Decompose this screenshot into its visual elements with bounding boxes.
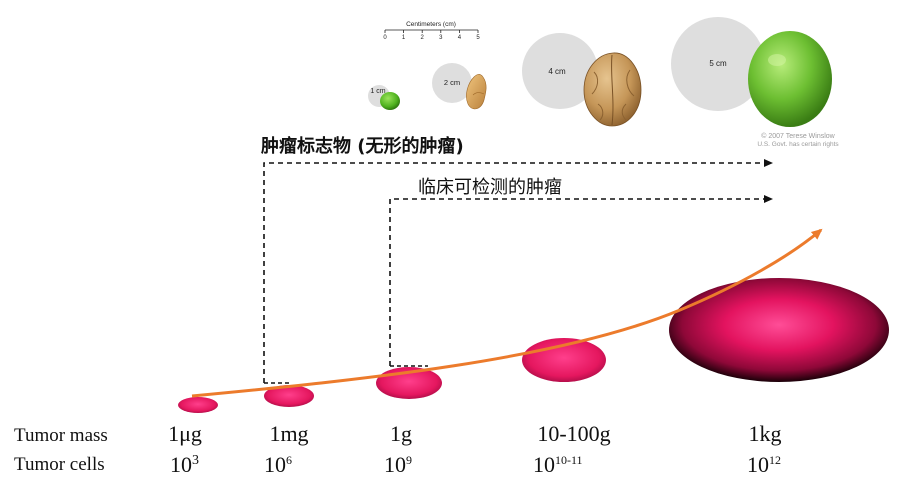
ruler-title: Centimeters (cm)	[406, 21, 456, 28]
size-label-2cm: 2 cm	[444, 78, 460, 87]
biomarker-dashed-arrow	[263, 159, 773, 383]
cells-value: 109	[384, 452, 412, 477]
cells-value: 106	[264, 452, 292, 477]
size-label-4cm: 4 cm	[548, 67, 566, 76]
ruler-ticks: 0 1 2 3 4 5	[383, 30, 480, 41]
clinical-dashed-arrow	[389, 195, 773, 366]
cells-value: 1010-11	[533, 452, 583, 477]
size-label-5cm: 5 cm	[709, 59, 727, 68]
tumor-cells-label: Tumor cells	[14, 454, 105, 475]
walnut-icon	[583, 52, 642, 127]
growth-curve-arrow	[191, 228, 823, 398]
ruler-tick-label: 1	[402, 35, 406, 41]
mass-value: 1mg	[269, 421, 308, 446]
mass-value: 1g	[390, 421, 412, 446]
size-circle-5cm	[671, 17, 765, 111]
centimeter-ruler: Centimeters (cm) 0 1 2 3 4 5	[383, 21, 480, 41]
mass-value: 1μg	[168, 421, 202, 446]
pea-icon	[380, 92, 400, 110]
lime-icon	[748, 31, 832, 127]
ruler-tick-label: 3	[439, 35, 443, 41]
credit-line-1: © 2007 Terese Winslow	[761, 132, 835, 140]
ruler-tick-label: 0	[383, 35, 387, 41]
size-comparison: 1 cm 2 cm 4 cm 5 cm © 2007 Terese Winslo…	[368, 17, 839, 148]
cells-value: 1012	[747, 452, 781, 477]
credit-line-2: U.S. Govt. has certain rights	[757, 141, 839, 148]
ruler-tick-label: 5	[476, 35, 480, 41]
cells-value: 103	[170, 452, 199, 477]
size-circle-2cm	[432, 63, 472, 103]
mass-value: 1kg	[749, 421, 782, 446]
biomarker-label: 肿瘤标志物 (无形的肿瘤)	[261, 135, 464, 157]
tumor-1mg	[264, 385, 314, 407]
tumor-sizes	[178, 278, 889, 413]
size-circle-4cm	[522, 33, 598, 109]
ruler-tick-label: 4	[458, 35, 462, 41]
clinical-detection-label: 临床可检测的肿瘤	[418, 177, 562, 198]
peanut-icon	[466, 74, 487, 110]
stage-values: 1μg 1mg 1g 10-100g 1kg 103 106 109 1010-…	[168, 421, 781, 477]
tumor-1kg	[669, 278, 889, 382]
tumor-1ug	[178, 397, 218, 413]
tumor-mass-label: Tumor mass	[14, 425, 108, 446]
ruler-tick-label: 2	[421, 35, 425, 41]
size-label-1cm: 1 cm	[370, 88, 385, 95]
mass-value: 10-100g	[537, 421, 610, 446]
